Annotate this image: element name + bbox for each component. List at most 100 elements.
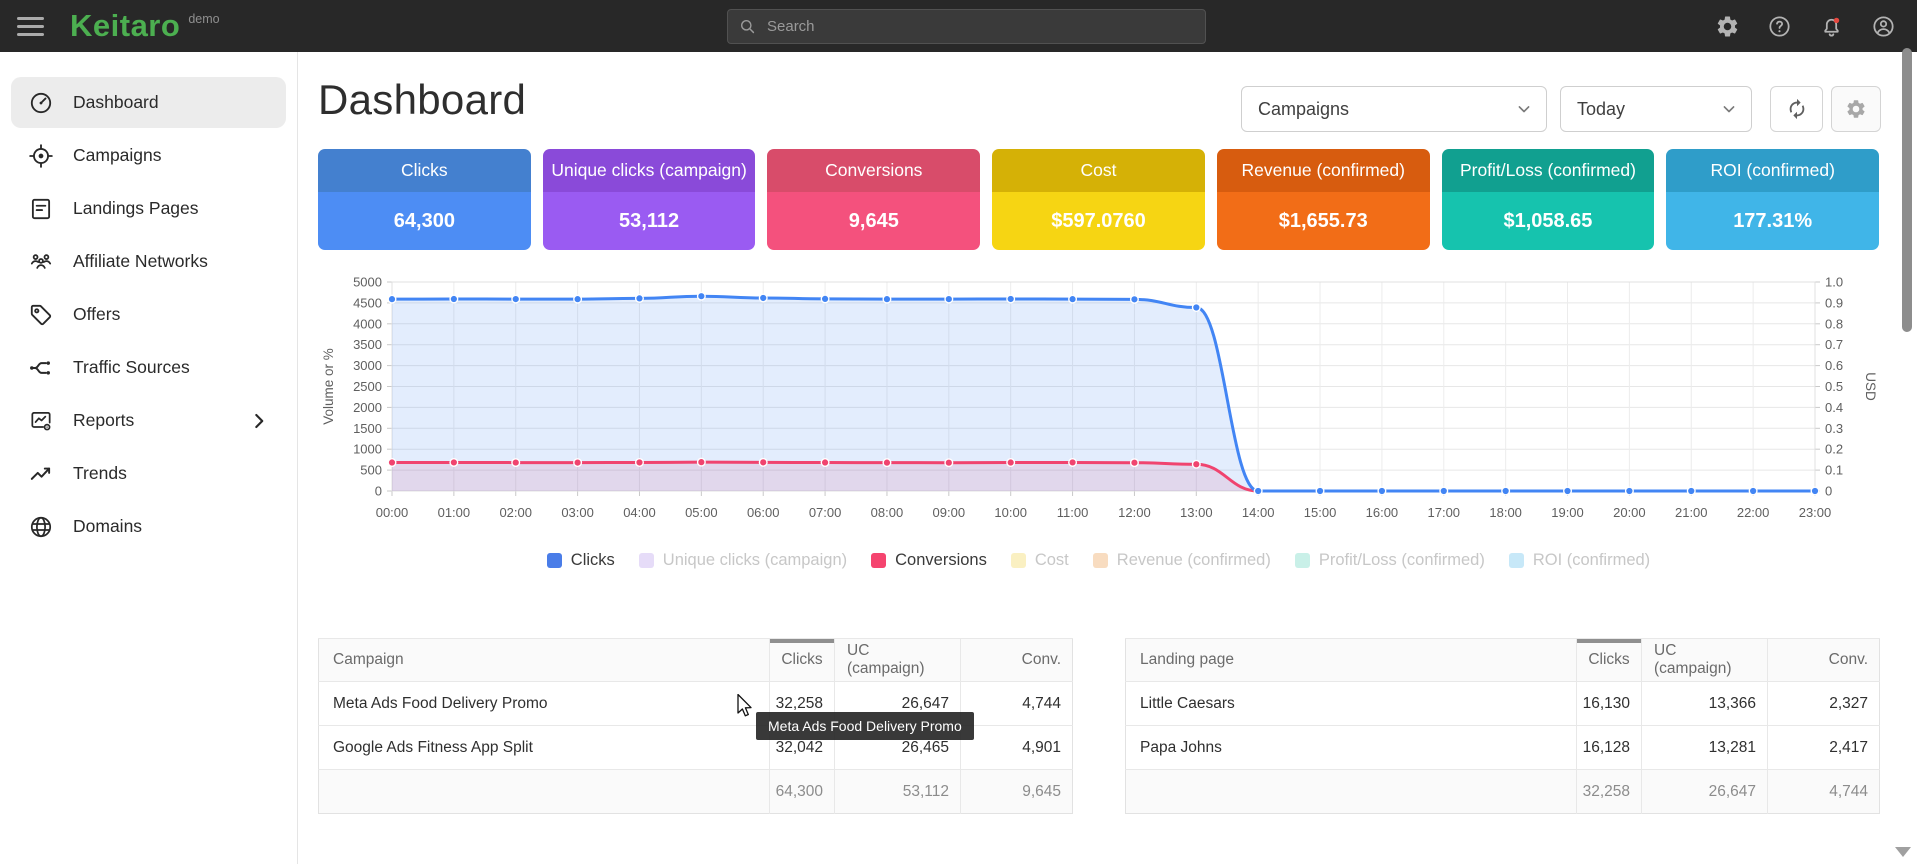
search-input[interactable] [767, 18, 1195, 35]
legend-swatch [1092, 553, 1108, 568]
column-header-uc-campaign[interactable]: UC (campaign) [834, 638, 961, 682]
sidebar-item-domains[interactable]: Domains [11, 501, 286, 552]
stat-card-value: 177.31% [1666, 192, 1880, 250]
svg-text:12:00: 12:00 [1118, 505, 1151, 520]
svg-text:0.1: 0.1 [1825, 463, 1843, 478]
totals-cell: 4,744 [1767, 769, 1880, 814]
sidebar-item-affiliate-networks[interactable]: Affiliate Networks [11, 236, 286, 287]
svg-text:5000: 5000 [353, 275, 382, 290]
sidebar-item-traffic-sources[interactable]: Traffic Sources [11, 342, 286, 393]
legend-swatch [638, 553, 654, 568]
legend-item-roi-confirmed[interactable]: ROI (confirmed) [1508, 551, 1650, 570]
campaigns-icon [28, 143, 54, 169]
svg-text:0.4: 0.4 [1825, 400, 1843, 415]
legend-item-cost[interactable]: Cost [1010, 551, 1069, 570]
svg-text:08:00: 08:00 [871, 505, 904, 520]
row-tooltip: Meta Ads Food Delivery Promo [756, 712, 974, 740]
chevron-right-icon [246, 408, 272, 434]
svg-text:0.5: 0.5 [1825, 379, 1843, 394]
stat-card-label: Cost [992, 149, 1205, 192]
totals-cell [1125, 769, 1577, 814]
search-icon [738, 17, 757, 36]
table-cell: 13,281 [1641, 725, 1768, 770]
stat-card-profit-loss-confirmed[interactable]: Profit/Loss (confirmed) $1,058.65 [1441, 149, 1655, 250]
sidebar-item-trends[interactable]: Trends [11, 448, 286, 499]
totals-cell: 64,300 [769, 769, 835, 814]
group-filter-select[interactable]: Campaigns [1241, 86, 1547, 132]
account-icon[interactable] [1871, 14, 1896, 39]
topbar: Keitaro demo [0, 0, 1917, 52]
sidebar-item-label: Traffic Sources [73, 357, 190, 377]
sidebar-item-reports[interactable]: Reports [11, 395, 286, 446]
landings-icon [28, 196, 54, 222]
svg-text:4000: 4000 [353, 316, 382, 331]
column-header-uc-campaign[interactable]: UC (campaign) [1641, 638, 1768, 682]
svg-text:0.6: 0.6 [1825, 358, 1843, 373]
table-header-row: Campaign Clicks UC (campaign) Conv. [318, 638, 1073, 682]
column-header-conv[interactable]: Conv. [960, 638, 1073, 682]
legend-label: Cost [1034, 551, 1069, 569]
stat-card-unique-clicks-campaign[interactable]: Unique clicks (campaign) 53,112 [542, 149, 756, 250]
legend-label: Conversions [895, 551, 987, 569]
legend-item-revenue-confirmed[interactable]: Revenue (confirmed) [1092, 551, 1271, 570]
column-header-campaign[interactable]: Campaign [318, 638, 770, 682]
sidebar-item-offers[interactable]: Offers [11, 289, 286, 340]
column-header-landing-page[interactable]: Landing page [1125, 638, 1577, 682]
mouse-cursor [737, 693, 759, 725]
legend-item-unique-clicks-campaign[interactable]: Unique clicks (campaign) [638, 551, 847, 570]
table-cell: 32,258 [769, 681, 835, 726]
svg-text:10:00: 10:00 [994, 505, 1027, 520]
table-cell: 4,901 [960, 725, 1073, 770]
sidebar-item-label: Landings Pages [73, 198, 199, 218]
dashboard-chart: 0 500 1000 1500 2000 2500 3000 3500 4000 4500 5000… [318, 272, 1879, 527]
column-header-clicks[interactable]: Clicks [769, 638, 835, 682]
table-cell: Google Ads Fitness App Split [318, 725, 770, 770]
legend-item-profit-loss-confirmed[interactable]: Profit/Loss (confirmed) [1294, 551, 1485, 570]
table-cell: 16,128 [1576, 725, 1642, 770]
sidebar-item-campaigns[interactable]: Campaigns [11, 130, 286, 181]
stat-card-roi-confirmed[interactable]: ROI (confirmed) 177.31% [1666, 149, 1880, 250]
sidebar-item-label: Offers [73, 304, 121, 324]
legend-item-conversions[interactable]: Conversions [871, 551, 987, 570]
help-icon[interactable] [1767, 14, 1792, 39]
sidebar-item-dashboard[interactable]: Dashboard [11, 77, 286, 128]
sidebar-item-label: Campaigns [73, 145, 162, 165]
app-logo: Keitaro [70, 8, 181, 43]
svg-text:03:00: 03:00 [561, 505, 594, 520]
svg-text:21:00: 21:00 [1675, 505, 1708, 520]
svg-text:3000: 3000 [353, 358, 382, 373]
svg-text:23:00: 23:00 [1799, 505, 1832, 520]
column-header-conv[interactable]: Conv. [1767, 638, 1880, 682]
gear-icon[interactable] [1715, 14, 1740, 39]
totals-cell [318, 769, 770, 814]
sidebar-item-landings-pages[interactable]: Landings Pages [11, 183, 286, 234]
logo-badge: demo [188, 12, 220, 26]
stat-card-clicks[interactable]: Clicks 64,300 [318, 149, 531, 250]
scrollbar-thumb[interactable] [1902, 48, 1912, 332]
stat-card-conversions[interactable]: Conversions 9,645 [767, 149, 981, 250]
legend-item-clicks[interactable]: Clicks [546, 551, 615, 570]
table-row[interactable]: Little Caesars 16,130 13,366 2,327 [1125, 681, 1880, 726]
table-row[interactable]: Papa Johns 16,128 13,281 2,417 [1125, 725, 1880, 770]
svg-text:14:00: 14:00 [1242, 505, 1275, 520]
scroll-down-icon[interactable] [1895, 847, 1911, 857]
menu-icon[interactable] [17, 16, 44, 36]
bell-icon[interactable] [1819, 14, 1844, 39]
table-row[interactable]: Google Ads Fitness App Split 32,042 26,465… [318, 725, 1073, 770]
totals-cell: 9,645 [960, 769, 1073, 814]
table-cell: Papa Johns [1125, 725, 1577, 770]
svg-text:05:00: 05:00 [685, 505, 718, 520]
date-filter-select[interactable]: Today [1560, 86, 1752, 132]
refresh-button[interactable] [1770, 86, 1823, 132]
global-search[interactable] [727, 9, 1206, 44]
sidebar-item-label: Reports [73, 410, 135, 430]
svg-text:0.2: 0.2 [1825, 442, 1843, 457]
campaigns-table: Campaign Clicks UC (campaign) Conv. Meta Ads… [318, 638, 1073, 814]
legend-label: Revenue (confirmed) [1116, 551, 1271, 569]
column-header-clicks[interactable]: Clicks [1576, 638, 1642, 682]
dashboard-settings-button[interactable] [1831, 86, 1881, 132]
stat-card-revenue-confirmed[interactable]: Revenue (confirmed) $1,655.73 [1216, 149, 1430, 250]
svg-text:16:00: 16:00 [1366, 505, 1399, 520]
table-row[interactable]: Meta Ads Food Delivery Promo 32,258 26,647… [318, 681, 1073, 726]
stat-card-cost[interactable]: Cost $597.0760 [992, 149, 1205, 250]
